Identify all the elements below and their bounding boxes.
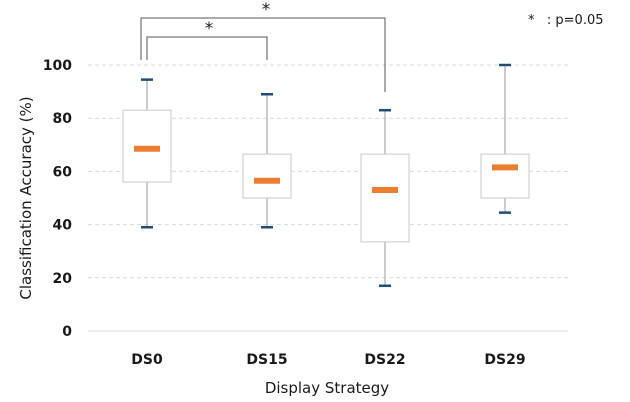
x-category-label-DS22: DS22 [364,352,405,368]
significance-star: * [205,19,214,39]
boxes [122,63,530,288]
x-category-label-DS0: DS0 [131,352,163,368]
y-tick-label-100: 100 [43,58,72,74]
x-axis-title: Display Strategy [265,379,389,397]
y-tick-label-40: 40 [53,218,73,234]
box-DS0 [122,78,172,229]
box-DS15 [242,93,292,229]
x-axis-categories: DS0 DS15 DS22 DS29 [131,352,525,368]
bracket-line [140,17,386,92]
bracket-line [146,36,268,60]
significance-legend-note: * : p=0.05 [528,13,604,28]
significance-bracket-DS0-DS15: * [146,19,268,60]
y-tick-label-0: 0 [62,324,72,340]
x-category-label-DS29: DS29 [484,352,525,368]
significance-star: * [262,0,271,20]
y-axis-ticks: 0 20 40 60 80 100 [43,58,72,340]
y-tick-label-60: 60 [53,164,73,180]
box-DS22 [360,108,410,288]
y-tick-label-20: 20 [53,271,73,287]
significance-brackets: ** [140,0,386,92]
y-tick-label-80: 80 [53,111,73,127]
significance-bracket-DS0-DS22: * [140,0,386,92]
x-category-label-DS15: DS15 [246,352,287,368]
iqr-box [480,153,530,199]
iqr-box [242,153,292,199]
iqr-box [360,153,410,243]
y-axis-title: Classification Accuracy (%) [17,96,35,299]
box-DS29 [480,63,530,214]
